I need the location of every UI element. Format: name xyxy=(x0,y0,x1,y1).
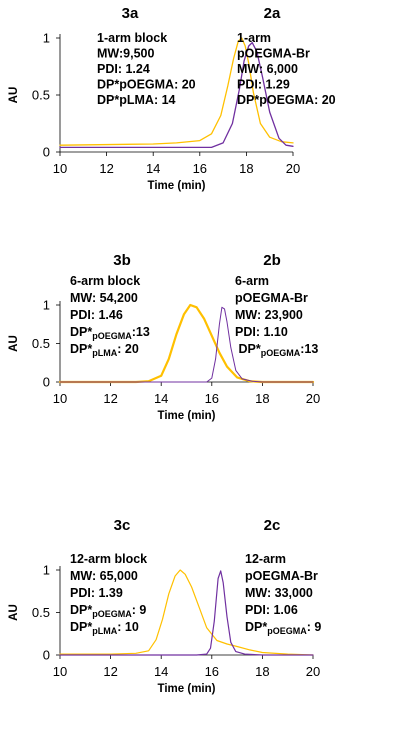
y-axis-title: AU xyxy=(8,604,20,621)
info-block-right-text: MW: 23,900 xyxy=(235,308,303,322)
info-block-left-text: pLMA xyxy=(92,626,117,636)
info-block-right-text: pOEGMA-Br xyxy=(237,47,310,61)
panel-label-right: 2b xyxy=(263,252,281,269)
x-tick-label: 18 xyxy=(255,664,269,679)
info-block-right-text: MW: 33,000 xyxy=(245,586,313,600)
info-block-left-text: DP* xyxy=(70,325,92,339)
series-line-2a xyxy=(59,41,294,149)
info-block-right-text: DP* xyxy=(245,620,267,634)
y-tick-label: 1 xyxy=(43,31,50,46)
panel-label-right: 2a xyxy=(264,5,281,22)
x-tick-label: 16 xyxy=(193,161,207,176)
x-tick-label: 12 xyxy=(103,664,117,679)
x-tick-label: 12 xyxy=(99,161,113,176)
x-tick-label: 10 xyxy=(53,161,67,176)
info-block-right-text: pOEGMA-Br xyxy=(235,291,308,305)
info-block-left-text: DP* xyxy=(70,342,92,356)
info-block-right: 6-arm pOEGMA-Br MW: 23,900 PDI: 1.10 DP*pOE… xyxy=(235,274,318,358)
info-block-left-text: : 9 xyxy=(132,603,147,617)
panel-label-left: 3b xyxy=(113,252,131,269)
y-axis-title: AU xyxy=(8,87,20,104)
info-block-right: 1-arm pOEGMA-Br MW: 6,000 PDI: 1.29 DP*pOEGM… xyxy=(237,31,336,107)
info-block-right-text: 6-arm xyxy=(235,274,269,288)
x-tick-label: 14 xyxy=(154,664,168,679)
chart-panel-3a: 10 12 14 16 18 20 0 0.5 1 AU Time (min) 3a 2a 1-arm b… xyxy=(8,5,336,192)
panel-label-left: 3a xyxy=(122,5,139,22)
chart-panel-3c: 10 12 14 16 18 20 0 0.5 1 AU Time (min) 3c 2c 12-arm … xyxy=(8,517,321,695)
info-block-left-text: DP* xyxy=(70,603,92,617)
y-tick-label: 0 xyxy=(43,648,50,663)
x-tick-label: 10 xyxy=(53,664,67,679)
info-block-right-text: 12-arm xyxy=(245,552,286,566)
info-block-left-text: PDI: 1.46 xyxy=(70,308,123,322)
info-block-right-text: MW: 6,000 xyxy=(237,62,298,76)
info-block-left-text: PDI: 1.24 xyxy=(97,62,150,76)
y-tick-label: 0 xyxy=(43,145,50,160)
info-block-left: 1-arm block MW:9,500 PDI: 1.24 DP*pOEGMA: 2… xyxy=(97,31,196,107)
y-tick-label: 0.5 xyxy=(32,605,50,620)
panel-label-right: 2c xyxy=(264,517,281,534)
x-tick-label: 14 xyxy=(146,161,160,176)
chart-panel-3b: 10 12 14 16 18 20 0 0.5 1 AU Time (min) 3b 2b 6-arm b… xyxy=(8,252,320,422)
series-line-3a xyxy=(59,37,294,146)
info-block-left: 6-arm block MW: 54,200 PDI: 1.46 DP*pOEGMA:… xyxy=(70,274,150,358)
x-tick-label: 20 xyxy=(306,391,320,406)
info-block-right-text: DP* xyxy=(235,342,261,356)
y-tick-label: 0 xyxy=(43,375,50,390)
info-block-right-text: pOEGMA xyxy=(267,626,307,636)
series-line-3c xyxy=(59,569,314,656)
info-block-left-text: 1-arm block xyxy=(97,31,167,45)
info-block-right-text: PDI: 1.10 xyxy=(235,325,288,339)
info-block-left-text: DP*pOEGMA: 20 xyxy=(97,78,196,92)
info-block-right-text: 1-arm xyxy=(237,31,271,45)
y-tick-label: 1 xyxy=(43,563,50,578)
x-axis-title: Time (min) xyxy=(158,683,216,695)
info-block-right-text: pOEGMA xyxy=(261,348,301,358)
y-tick-label: 1 xyxy=(43,298,50,313)
info-block-left: 12-arm block MW: 65,000 PDI: 1.39 DP*pOEGMA… xyxy=(70,552,147,636)
x-tick-label: 12 xyxy=(103,391,117,406)
info-block-left-text: 12-arm block xyxy=(70,552,147,566)
info-block-right-text: PDI: 1.29 xyxy=(237,78,290,92)
info-block-left-text: 6-arm block xyxy=(70,274,140,288)
info-block-left-text: MW: 65,000 xyxy=(70,569,138,583)
x-tick-label: 14 xyxy=(154,391,168,406)
x-tick-label: 16 xyxy=(205,664,219,679)
info-block-left-text: pOEGMA xyxy=(92,331,132,341)
x-axis-title: Time (min) xyxy=(148,180,206,192)
info-block-left-text: MW:9,500 xyxy=(97,47,154,61)
info-block-left-text: pLMA xyxy=(92,348,117,358)
x-tick-label: 18 xyxy=(255,391,269,406)
info-block-right-text: : 9 xyxy=(307,620,322,634)
x-tick-label: 20 xyxy=(306,664,320,679)
info-block-left-text: MW: 54,200 xyxy=(70,291,138,305)
y-axis-title: AU xyxy=(8,335,20,352)
y-tick-label: 0.5 xyxy=(32,88,50,103)
x-tick-label: 10 xyxy=(53,391,67,406)
info-block-left-text: PDI: 1.39 xyxy=(70,586,123,600)
info-block-left-text: DP* xyxy=(70,620,92,634)
info-block-left-text: DP*pLMA: 14 xyxy=(97,93,176,107)
info-block-right-text: DP*pOEGMA: 20 xyxy=(237,93,336,107)
info-block-left-text: : 20 xyxy=(117,342,139,356)
y-tick-label: 0.5 xyxy=(32,336,50,351)
info-block-left-text: :13 xyxy=(132,325,150,339)
x-tick-label: 18 xyxy=(239,161,253,176)
x-tick-label: 16 xyxy=(205,391,219,406)
info-block-right-text: :13 xyxy=(300,342,318,356)
info-block-left-text: : 10 xyxy=(117,620,139,634)
info-block-right: 12-arm pOEGMA-Br MW: 33,000 PDI: 1.06 DP*pOE… xyxy=(245,552,321,636)
series-line-2c xyxy=(59,570,314,656)
x-tick-label: 20 xyxy=(286,161,300,176)
x-axis-title: Time (min) xyxy=(158,410,216,422)
panel-label-left: 3c xyxy=(114,517,131,534)
info-block-right-text: pOEGMA-Br xyxy=(245,569,318,583)
series-line-2b xyxy=(59,306,314,383)
info-block-right-text: PDI: 1.06 xyxy=(245,603,298,617)
info-block-left-text: pOEGMA xyxy=(92,609,132,619)
